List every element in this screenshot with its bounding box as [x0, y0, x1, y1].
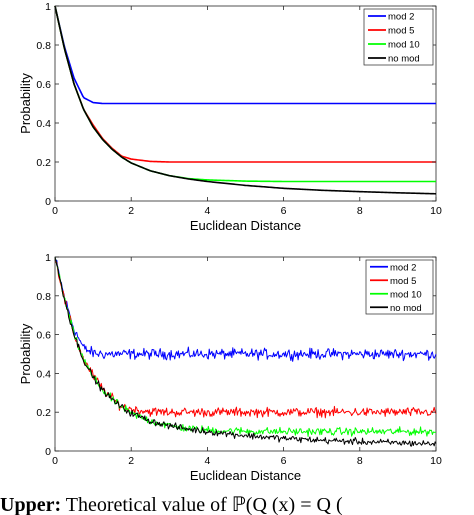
x-tick-label: 4	[204, 205, 210, 217]
x-axis-label: Euclidean Distance	[190, 218, 301, 233]
y-tick-label: 0.4	[36, 368, 51, 380]
x-tick-label: 6	[281, 205, 287, 217]
x-tick-label: 10	[430, 455, 442, 467]
y-tick-label: 0.8	[36, 291, 51, 303]
legend-label: mod 10	[390, 289, 422, 300]
y-tick-label: 0.8	[36, 40, 51, 52]
x-tick-label: 2	[128, 455, 134, 467]
y-tick-label: 0.2	[36, 157, 51, 169]
series-line-no-mod	[54, 256, 437, 447]
x-tick-label: 6	[281, 455, 287, 467]
series-line-no-mod	[54, 5, 437, 195]
y-tick-label: 0	[45, 196, 51, 208]
legend-label: mod 5	[390, 276, 416, 287]
top-plot: 0 2 4 6 8 10 0 0.2 0.4 0.6 0.8 1 Euclidean Distance P…	[18, 1, 442, 233]
x-tick-label: 8	[357, 205, 363, 217]
series-line-mod-2	[54, 256, 437, 362]
x-tick-label: 10	[430, 205, 442, 217]
x-tick-label: 0	[52, 455, 58, 467]
legend-label: no mod	[390, 303, 422, 314]
legend-label: mod 2	[388, 12, 414, 23]
y-axis-label: Probability	[18, 323, 33, 384]
y-tick-label: 0	[45, 446, 51, 458]
caption-text: Theoretical value of ℙ(Q (x) = Q (	[61, 494, 343, 515]
y-tick-label: 0.2	[36, 407, 51, 419]
y-tick-label: 1	[45, 1, 51, 13]
series-line-mod-2	[54, 5, 436, 105]
legend-label: no mod	[388, 54, 420, 65]
legend-label: mod 5	[388, 26, 414, 37]
x-tick-label: 2	[128, 205, 134, 217]
caption-bold-label: Upper:	[0, 494, 62, 515]
legend: mod 2 mod 5 mod 10 no mod	[363, 8, 434, 66]
legend-label: mod 10	[388, 40, 420, 51]
y-axis-label: Probability	[18, 73, 33, 134]
legend-box	[363, 8, 434, 66]
legend-label: mod 2	[390, 262, 416, 273]
figure-caption: Upper: Theoretical value of ℙ(Q (x) = Q …	[0, 492, 474, 515]
bottom-plot: 0 2 4 6 8 10 0 0.2 0.4 0.6 0.8 1 Euclidean Distance P…	[18, 252, 442, 483]
y-tick-label: 1	[45, 252, 51, 264]
x-tick-label: 0	[52, 205, 58, 217]
y-tick-label: 0.4	[36, 118, 51, 130]
legend-box	[365, 259, 434, 315]
x-axis-label: Euclidean Distance	[190, 468, 301, 483]
x-tick-label: 8	[357, 455, 363, 467]
x-tick-label: 4	[204, 455, 210, 467]
y-tick-label: 0.6	[36, 79, 51, 91]
legend: mod 2 mod 5 mod 10 no mod	[365, 259, 434, 315]
y-tick-label: 0.6	[36, 330, 51, 342]
